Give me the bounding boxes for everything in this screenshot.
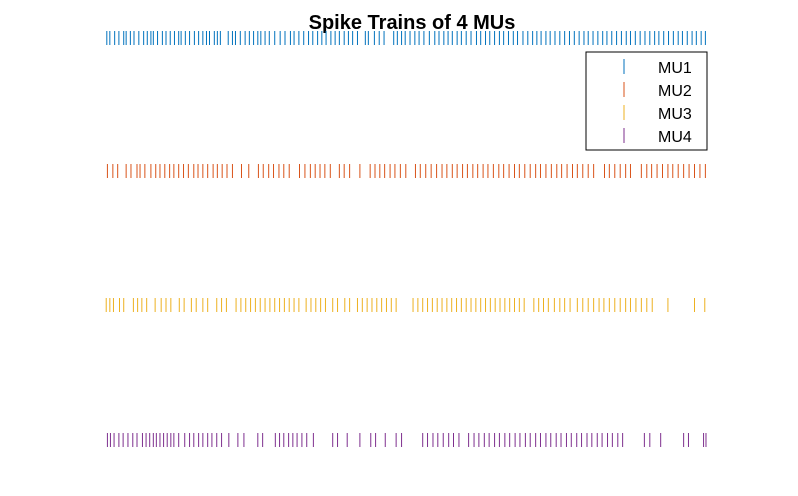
spike-trains <box>105 31 707 447</box>
chart-title: Spike Trains of 4 MUs <box>309 12 516 34</box>
legend-label: MU1 <box>658 60 692 77</box>
legend: MU1 MU2 MU3 MU4 <box>585 51 708 151</box>
legend-items: MU1 MU2 MU3 MU4 <box>623 59 692 146</box>
spike-train-mu1 <box>106 31 706 45</box>
legend-label: MU4 <box>658 129 692 146</box>
spike-train-mu2 <box>106 164 706 178</box>
spike-train-mu4 <box>106 433 707 447</box>
legend-label: MU3 <box>658 106 692 123</box>
legend-label: MU2 <box>658 83 692 100</box>
legend-box <box>585 51 708 151</box>
spike-train-mu3 <box>105 298 706 312</box>
